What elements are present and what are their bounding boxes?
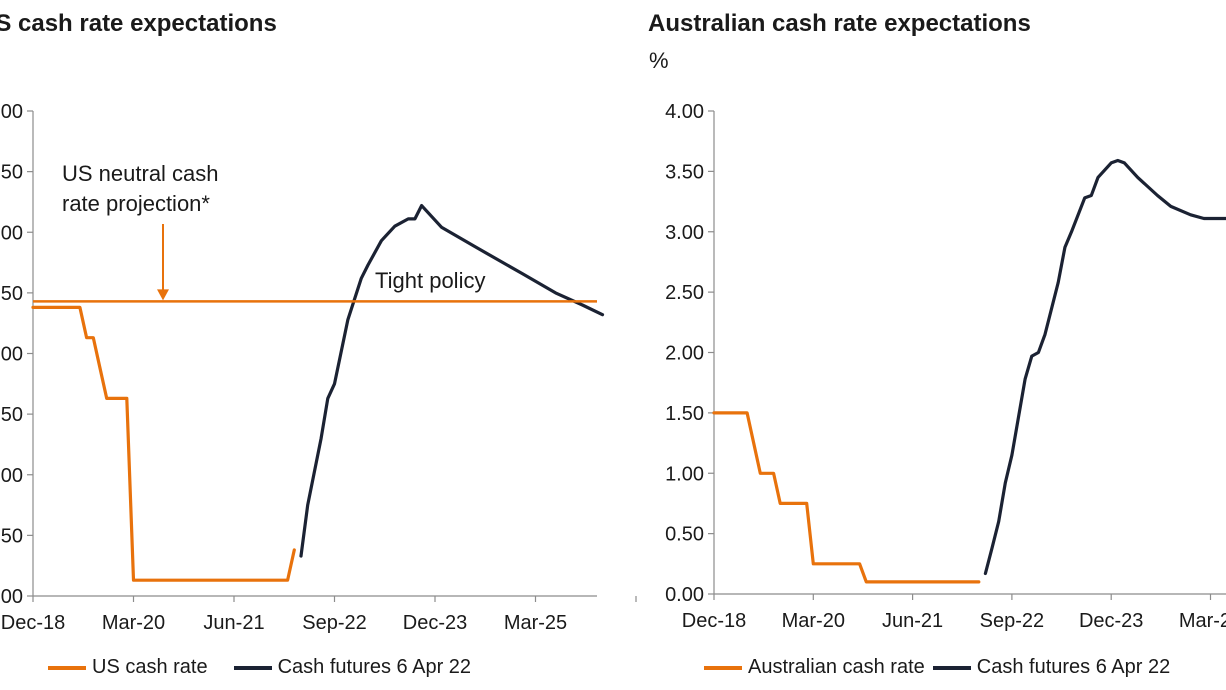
us-chart-panel: US cash rate expectations 4.00 3.50 3.00 2.… [0,10,637,679]
x-tick-label: Jun-21 [882,610,943,632]
y-tick-label: 3.50 [665,161,704,183]
x-tick-label: Mar-25 [504,612,567,634]
y-tick-label: 2.50 [0,283,23,305]
legend-label: Cash futures 6 Apr 22 [976,656,1171,678]
legend-item-cash-futures: Cash futures 6 Apr 22 [932,656,1171,679]
y-tick-label: 2.00 [0,344,23,366]
x-tick-label: Mar-20 [782,610,845,632]
tight-policy-annotation: Tight policy [375,268,485,293]
legend-swatch-orange [704,665,742,670]
y-tick-label: 2.00 [665,343,704,365]
y-tick-label: 2.50 [665,282,704,304]
y-tick-label: 0.00 [0,586,23,608]
y-tick-label: 1.50 [665,403,704,425]
series-line-cash-futures [299,204,605,558]
y-tick-label: 0.00 [665,584,704,606]
y-tick-label: 0.50 [0,525,23,547]
x-tick-label: Dec-18 [1,612,65,634]
legend-swatch-navy [233,665,272,670]
annotation-arrow-head [157,289,169,301]
y-tick-label: 3.00 [0,222,23,244]
x-tick-label: Mar-20 [102,612,165,634]
series-line-cash-futures [983,158,1226,576]
legend-label: US cash rate [92,656,208,678]
us-chart-legend: US cash rate Cash futures 6 Apr 22 [48,656,497,679]
y-tick-label: 1.00 [665,463,704,485]
y-tick-label: 4.00 [665,101,704,123]
x-tick-label: Sep-22 [980,610,1045,632]
x-tick-label: Mar-25 [1179,610,1226,632]
legend-swatch-navy [932,665,971,670]
x-tick-label: Sep-22 [302,612,367,634]
legend-item-au-cash-rate: Australian cash rate [704,656,925,679]
x-tick-label: Jun-21 [203,612,264,634]
legend-label: Cash futures 6 Apr 22 [277,656,472,678]
au-chart-legend: Australian cash rate Cash futures 6 Apr … [704,656,1196,679]
y-tick-label: 3.00 [665,222,704,244]
legend-label: Australian cash rate [748,656,925,678]
au-chart-panel: Australian cash rate expectations % 4.00… [640,0,1226,690]
legend-swatch-orange [48,665,86,670]
y-tick-label: 1.00 [0,465,23,487]
y-tick-label: 3.50 [0,162,23,184]
neutral-annotation-line1: US neutral cash [62,161,219,186]
x-tick-label: Dec-23 [1079,610,1143,632]
au-chart-title: Australian cash rate expectations [648,10,1031,37]
series-line-cash-rate [712,411,981,584]
x-tick-label: Dec-23 [403,612,467,634]
series-line-cash-rate [31,305,296,582]
y-tick-label: 1.50 [0,404,23,426]
y-tick-label: 4.00 [0,101,23,123]
legend-item-us-cash-rate: US cash rate [48,656,208,679]
legend-item-cash-futures: Cash futures 6 Apr 22 [233,656,472,679]
x-tick-label: Dec-18 [682,610,746,632]
au-chart-plot: 4.00 3.50 3.00 2.50 2.00 1.50 1.00 0.50 0.00 Dec-… [665,101,1226,632]
us-chart-plot: 4.00 3.50 3.00 2.50 2.00 1.50 1.00 0.50 0.00 Dec-… [0,101,637,634]
y-tick-label: 0.50 [665,524,704,546]
us-chart-title: US cash rate expectations [0,10,277,37]
au-y-unit: % [649,48,669,73]
neutral-annotation-line2: rate projection* [62,191,210,216]
